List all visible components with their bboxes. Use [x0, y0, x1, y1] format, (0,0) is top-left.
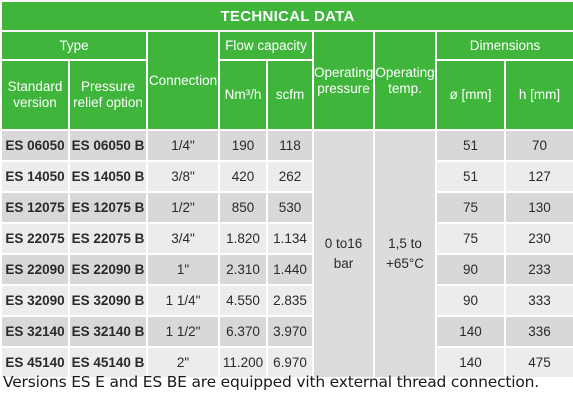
height-cell: 230: [503, 222, 573, 255]
nm3h-header: Nm³/h: [218, 59, 268, 131]
diameter-cell: 75: [435, 191, 506, 224]
connection-cell: 3/4": [146, 222, 220, 255]
pressure-relief-cell: ES 22090 B: [68, 253, 148, 286]
scfm-cell: 262: [266, 160, 314, 193]
table-title: TECHNICAL DATA: [0, 0, 573, 32]
standard-version-header: Standard version: [0, 59, 70, 131]
operating-temp-header: Operating temp.: [373, 30, 437, 131]
nm3h-cell: 4.550: [218, 284, 268, 317]
dimensions-header: Dimensions: [434, 30, 573, 61]
connection-cell: 1 1/2": [146, 315, 220, 348]
scfm-cell: 6.970: [266, 346, 314, 379]
technical-data-sheet: TECHNICAL DATA Type Connection Flow capa…: [0, 0, 573, 391]
standard-version-cell: ES 06050: [0, 129, 70, 162]
table-row: ES 22090 ES 22090 B 1" 2.310 1.440 90 233: [0, 253, 573, 286]
diameter-cell: 51: [435, 129, 506, 162]
scfm-cell: 1.440: [266, 253, 314, 286]
scfm-cell: 1.134: [266, 222, 314, 255]
pressure-relief-cell: ES 32140 B: [68, 315, 148, 348]
type-header: Type: [0, 30, 148, 61]
nm3h-cell: 190: [218, 129, 268, 162]
diameter-cell: 51: [435, 160, 506, 193]
pressure-relief-cell: ES 22075 B: [68, 222, 148, 255]
standard-version-cell: ES 14050: [0, 160, 70, 193]
nm3h-cell: 850: [218, 191, 268, 224]
pressure-relief-header: Pressure relief option: [68, 59, 148, 131]
nm3h-cell: 6.370: [218, 315, 268, 348]
diameter-cell: 90: [435, 284, 506, 317]
height-cell: 475: [503, 346, 573, 379]
nm3h-cell: 1.820: [218, 222, 268, 255]
table-row: ES 14050 ES 14050 B 3/8" 420 262 51 127: [0, 160, 573, 193]
connection-header: Connection: [146, 30, 220, 131]
pressure-relief-cell: ES 12075 B: [68, 191, 148, 224]
connection-cell: 1": [146, 253, 220, 286]
height-cell: 70: [503, 129, 573, 162]
table-body: ES 06050 ES 06050 B 1/4" 190 118 0 to16 bar 1,…: [0, 129, 573, 379]
diameter-cell: 140: [435, 346, 506, 379]
height-cell: 233: [503, 253, 573, 286]
diameter-cell: 140: [435, 315, 506, 348]
pressure-relief-cell: ES 32090 B: [68, 284, 148, 317]
diameter-cell: 75: [435, 222, 506, 255]
nm3h-cell: 420: [218, 160, 268, 193]
pressure-relief-cell: ES 06050 B: [68, 129, 148, 162]
diameter-header: ø [mm]: [435, 59, 506, 131]
standard-version-cell: ES 32140: [0, 315, 70, 348]
height-cell: 130: [503, 191, 573, 224]
connection-cell: 3/8": [146, 160, 220, 193]
flow-capacity-header: Flow capacity: [218, 30, 314, 61]
nm3h-cell: 2.310: [218, 253, 268, 286]
table-row: ES 12075 ES 12075 B 1/2" 850 530 75 130: [0, 191, 573, 224]
scfm-cell: 118: [266, 129, 314, 162]
scfm-header: scfm: [266, 59, 314, 131]
pressure-relief-cell: ES 45140 B: [68, 346, 148, 379]
operating-temp-cell: 1,5 to +65°C: [373, 129, 437, 379]
height-cell: 127: [503, 160, 573, 193]
footnote: Versions ES E and ES BE are equipped vit…: [3, 373, 540, 391]
standard-version-cell: ES 22090: [0, 253, 70, 286]
standard-version-cell: ES 12075: [0, 191, 70, 224]
height-cell: 336: [503, 315, 573, 348]
scfm-cell: 3.970: [266, 315, 314, 348]
connection-cell: 1/4": [146, 129, 220, 162]
pressure-relief-cell: ES 14050 B: [68, 160, 148, 193]
height-cell: 333: [503, 284, 573, 317]
diameter-cell: 90: [435, 253, 506, 286]
table-row: ES 06050 ES 06050 B 1/4" 190 118 0 to16 bar 1,…: [0, 129, 573, 379]
scfm-cell: 530: [266, 191, 314, 224]
standard-version-cell: ES 22075: [0, 222, 70, 255]
connection-cell: 2": [146, 346, 220, 379]
table-row: ES 22075 ES 22075 B 3/4" 1.820 1.134 75 230: [0, 222, 573, 255]
technical-data-table: TECHNICAL DATA Type Connection Flow capa…: [0, 0, 573, 379]
standard-version-cell: ES 32090: [0, 284, 70, 317]
nm3h-cell: 11.200: [218, 346, 268, 379]
connection-cell: 1/2": [146, 191, 220, 224]
operating-pressure-cell: 0 to16 bar: [312, 129, 375, 379]
table-row: ES 45140 ES 45140 B 2" 11.200 6.970 140 475: [0, 346, 573, 379]
operating-pressure-header: Operating pressure: [312, 30, 375, 131]
height-header: h [mm]: [503, 59, 573, 131]
connection-cell: 1 1/4": [146, 284, 220, 317]
scfm-cell: 2.835: [266, 284, 314, 317]
standard-version-cell: ES 45140: [0, 346, 70, 379]
